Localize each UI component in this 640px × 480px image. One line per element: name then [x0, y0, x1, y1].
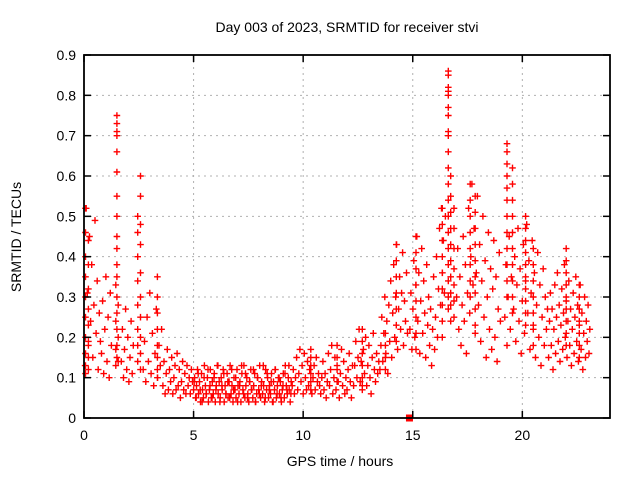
y-tick-label: 0.1	[57, 370, 77, 386]
data-points	[81, 67, 594, 406]
x-axis-label: GPS time / hours	[287, 453, 394, 469]
x-tick-label: 0	[80, 427, 88, 443]
y-axis-label: SRMTID / TECUs	[8, 182, 24, 292]
tick-labels: 0 5 10 15 20 0 0.1 0.2 0.3 0.4 0.5 0.6 0.7 0.8 0.9	[57, 47, 531, 443]
y-tick-label: 0.7	[57, 128, 77, 144]
y-tick-label: 0.9	[57, 47, 77, 63]
y-tick-label: 0	[68, 410, 76, 426]
plot-border	[83, 54, 611, 419]
y-tick-label: 0.4	[57, 249, 77, 265]
y-tick-label: 0.6	[57, 168, 77, 184]
chart-title: Day 003 of 2023, SRMTID for receiver stv…	[216, 19, 479, 35]
x-tick-label: 10	[295, 427, 311, 443]
x-tick-label: 5	[190, 427, 198, 443]
x-tick-label: 20	[515, 427, 531, 443]
axis-ticks	[83, 54, 610, 419]
y-tick-label: 0.5	[57, 208, 77, 224]
grid-lines	[84, 55, 610, 418]
y-tick-label: 0.3	[57, 289, 77, 305]
y-tick-label: 0.8	[57, 87, 77, 103]
x-tick-label: 15	[405, 427, 421, 443]
y-tick-label: 0.2	[57, 329, 77, 345]
